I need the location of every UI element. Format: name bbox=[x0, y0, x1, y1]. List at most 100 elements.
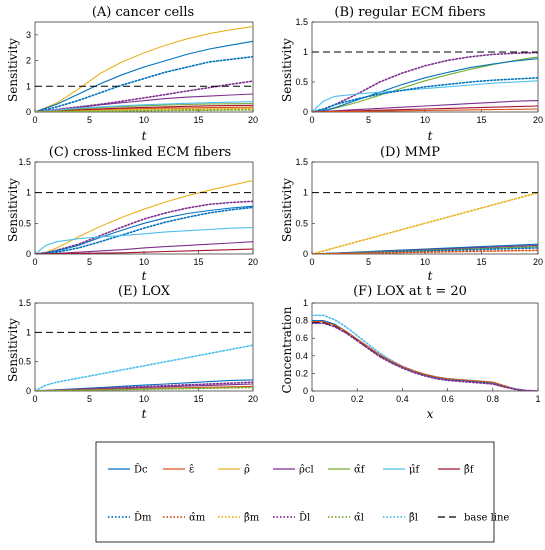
series-line bbox=[35, 205, 253, 254]
legend-label: α̂f bbox=[354, 465, 366, 476]
series-line bbox=[35, 40, 253, 112]
legend-label: β̂f bbox=[464, 465, 475, 476]
panel-b: (B) regular ECM fibers Sensitivity t 0 5 1… bbox=[280, 5, 543, 143]
panel-a: (A) cancer cells Sensitivity t 0 5 10 15 200… bbox=[6, 5, 258, 143]
panel-a-plot: 0 5 10 15 20 0 1 2 3 bbox=[26, 21, 258, 125]
panel-c-xlabel: t bbox=[142, 269, 147, 283]
panel-a-ytick-label: 0 bbox=[26, 107, 31, 117]
series-line bbox=[35, 344, 253, 391]
panel-d-xtick-label: 5 bbox=[366, 257, 371, 267]
panel-f-ytick-label: 0.2 bbox=[295, 368, 308, 378]
legend-label: ρ̂cl bbox=[299, 465, 314, 476]
panel-e-ylabel: Sensitivity bbox=[6, 318, 20, 382]
panel-f-ytick-label: 0.8 bbox=[295, 316, 308, 326]
series-line bbox=[35, 101, 253, 112]
panel-c-series-group bbox=[35, 179, 253, 254]
series-line bbox=[312, 249, 538, 254]
panel-d-series-group bbox=[312, 191, 538, 254]
panel-f-xtick-label: 0.2 bbox=[351, 394, 364, 404]
panel-f-xtick-label: 0.8 bbox=[487, 394, 500, 404]
panel-f: (F) LOX at t = 20 Concentration x 0 0.2 0.… bbox=[280, 284, 541, 421]
panel-c-xtick-label: 0 bbox=[32, 257, 37, 267]
panel-c-ylabel: Sensitivity bbox=[6, 178, 20, 242]
panel-e-ytick-label: 0.5 bbox=[18, 357, 31, 367]
panel-a-xlabel: t bbox=[142, 129, 147, 143]
panel-e-ytick-label: 1.5 bbox=[18, 298, 31, 308]
panel-a-xtick-label: 10 bbox=[139, 115, 149, 125]
panel-e-plot: 0 5 10 15 20 0 0.5 1 1.5 bbox=[18, 298, 258, 404]
panel-a-ylabel: Sensitivity bbox=[6, 38, 20, 102]
series-line bbox=[312, 322, 538, 391]
panel-b-xtick-label: 0 bbox=[309, 115, 314, 125]
panel-d-xtick-label: 15 bbox=[476, 257, 486, 267]
panel-f-ytick-label: 0.4 bbox=[295, 351, 308, 361]
panel-f-xlabel: x bbox=[427, 407, 434, 421]
legend-box bbox=[95, 441, 495, 543]
panel-f-ytick-label: 1 bbox=[303, 298, 308, 308]
legend-label: D̂l bbox=[299, 512, 310, 524]
legend-label: β̂m bbox=[244, 513, 260, 524]
panel-a-xtick-label: 5 bbox=[87, 115, 92, 125]
panel-d-xtick-label: 10 bbox=[420, 257, 430, 267]
panel-a-title: (A) cancer cells bbox=[92, 5, 194, 20]
panel-c-xtick-label: 15 bbox=[193, 257, 203, 267]
panel-c-ytick-label: 1.5 bbox=[18, 157, 31, 167]
series-line bbox=[312, 314, 538, 391]
panel-f-ytick-label: 0.6 bbox=[295, 333, 308, 343]
panel-e: (E) LOX Sensitivity t 0 5 10 15 20 0 0.5 1 1.5 bbox=[6, 284, 258, 421]
series-line bbox=[35, 386, 253, 391]
panel-b-xtick-label: 5 bbox=[366, 115, 371, 125]
panel-d-xtick-label: 20 bbox=[533, 257, 543, 267]
panel-c-xtick-label: 10 bbox=[139, 257, 149, 267]
legend-label: ε̂ bbox=[189, 465, 194, 476]
panel-c-xtick-label: 5 bbox=[87, 257, 92, 267]
panel-a-ytick-label: 3 bbox=[26, 30, 31, 40]
panel-c-title: (C) cross-linked ECM fibers bbox=[49, 145, 231, 160]
series-line bbox=[35, 227, 253, 254]
panel-e-xtick-label: 0 bbox=[32, 394, 37, 404]
panel-e-title: (E) LOX bbox=[118, 284, 171, 299]
series-line bbox=[312, 191, 538, 254]
panel-e-xtick-label: 10 bbox=[139, 394, 149, 404]
series-line bbox=[35, 55, 253, 112]
panel-f-series-group bbox=[312, 314, 538, 391]
series-line bbox=[35, 248, 253, 254]
legend-items: D̂c ε̂ ρ̂ ρ̂cl α̂f μ̂f β̂f D̂m α̂m β̂m D̂l α̂l β̂l ba… bbox=[108, 464, 509, 524]
panel-f-ytick-label: 0 bbox=[303, 386, 308, 396]
series-line bbox=[35, 179, 253, 254]
panel-b-xtick-label: 10 bbox=[420, 115, 430, 125]
panel-e-ytick-label: 1 bbox=[26, 327, 31, 337]
panel-c: (C) cross-linked ECM fibers Sensitivity … bbox=[6, 145, 258, 283]
panel-a-xtick-label: 0 bbox=[32, 115, 37, 125]
series-line bbox=[35, 381, 253, 391]
panel-f-ylabel: Concentration bbox=[280, 306, 294, 393]
legend-label: α̂l bbox=[354, 513, 364, 524]
panel-b-xtick-label: 15 bbox=[476, 115, 486, 125]
panel-b-series-group bbox=[312, 51, 538, 112]
legend-label: β̂l bbox=[409, 513, 418, 524]
panel-d-axes-box bbox=[311, 161, 539, 255]
panel-b-plot: 0 5 10 15 20 0 0.5 1 1.5 bbox=[295, 17, 543, 125]
panel-a-xtick-label: 15 bbox=[193, 115, 203, 125]
panel-b-xlabel: t bbox=[428, 129, 433, 143]
panel-b-ytick-label: 0.5 bbox=[295, 77, 308, 87]
series-line bbox=[312, 247, 538, 254]
panel-c-xtick-label: 20 bbox=[248, 257, 258, 267]
series-line bbox=[35, 104, 253, 112]
panel-f-xtick-label: 0 bbox=[309, 394, 314, 404]
series-line bbox=[312, 108, 538, 112]
panel-f-xtick-label: 0.6 bbox=[441, 394, 454, 404]
panel-d-title: (D) MMP bbox=[380, 145, 440, 160]
panel-e-series-group bbox=[35, 331, 253, 391]
panel-f-xtick-label: 1 bbox=[535, 394, 540, 404]
panel-a-series-group bbox=[35, 26, 253, 112]
legend-label: D̂m bbox=[134, 512, 152, 524]
panel-c-ytick-label: 1 bbox=[26, 188, 31, 198]
panel-b-ytick-label: 0 bbox=[303, 107, 308, 117]
panel-a-ytick-label: 1 bbox=[26, 81, 31, 91]
panel-f-xtick-label: 0.4 bbox=[396, 394, 409, 404]
panel-d-xtick-label: 0 bbox=[309, 257, 314, 267]
panel-b-xtick-label: 20 bbox=[533, 115, 543, 125]
panel-d-ytick-label: 0.5 bbox=[295, 218, 308, 228]
